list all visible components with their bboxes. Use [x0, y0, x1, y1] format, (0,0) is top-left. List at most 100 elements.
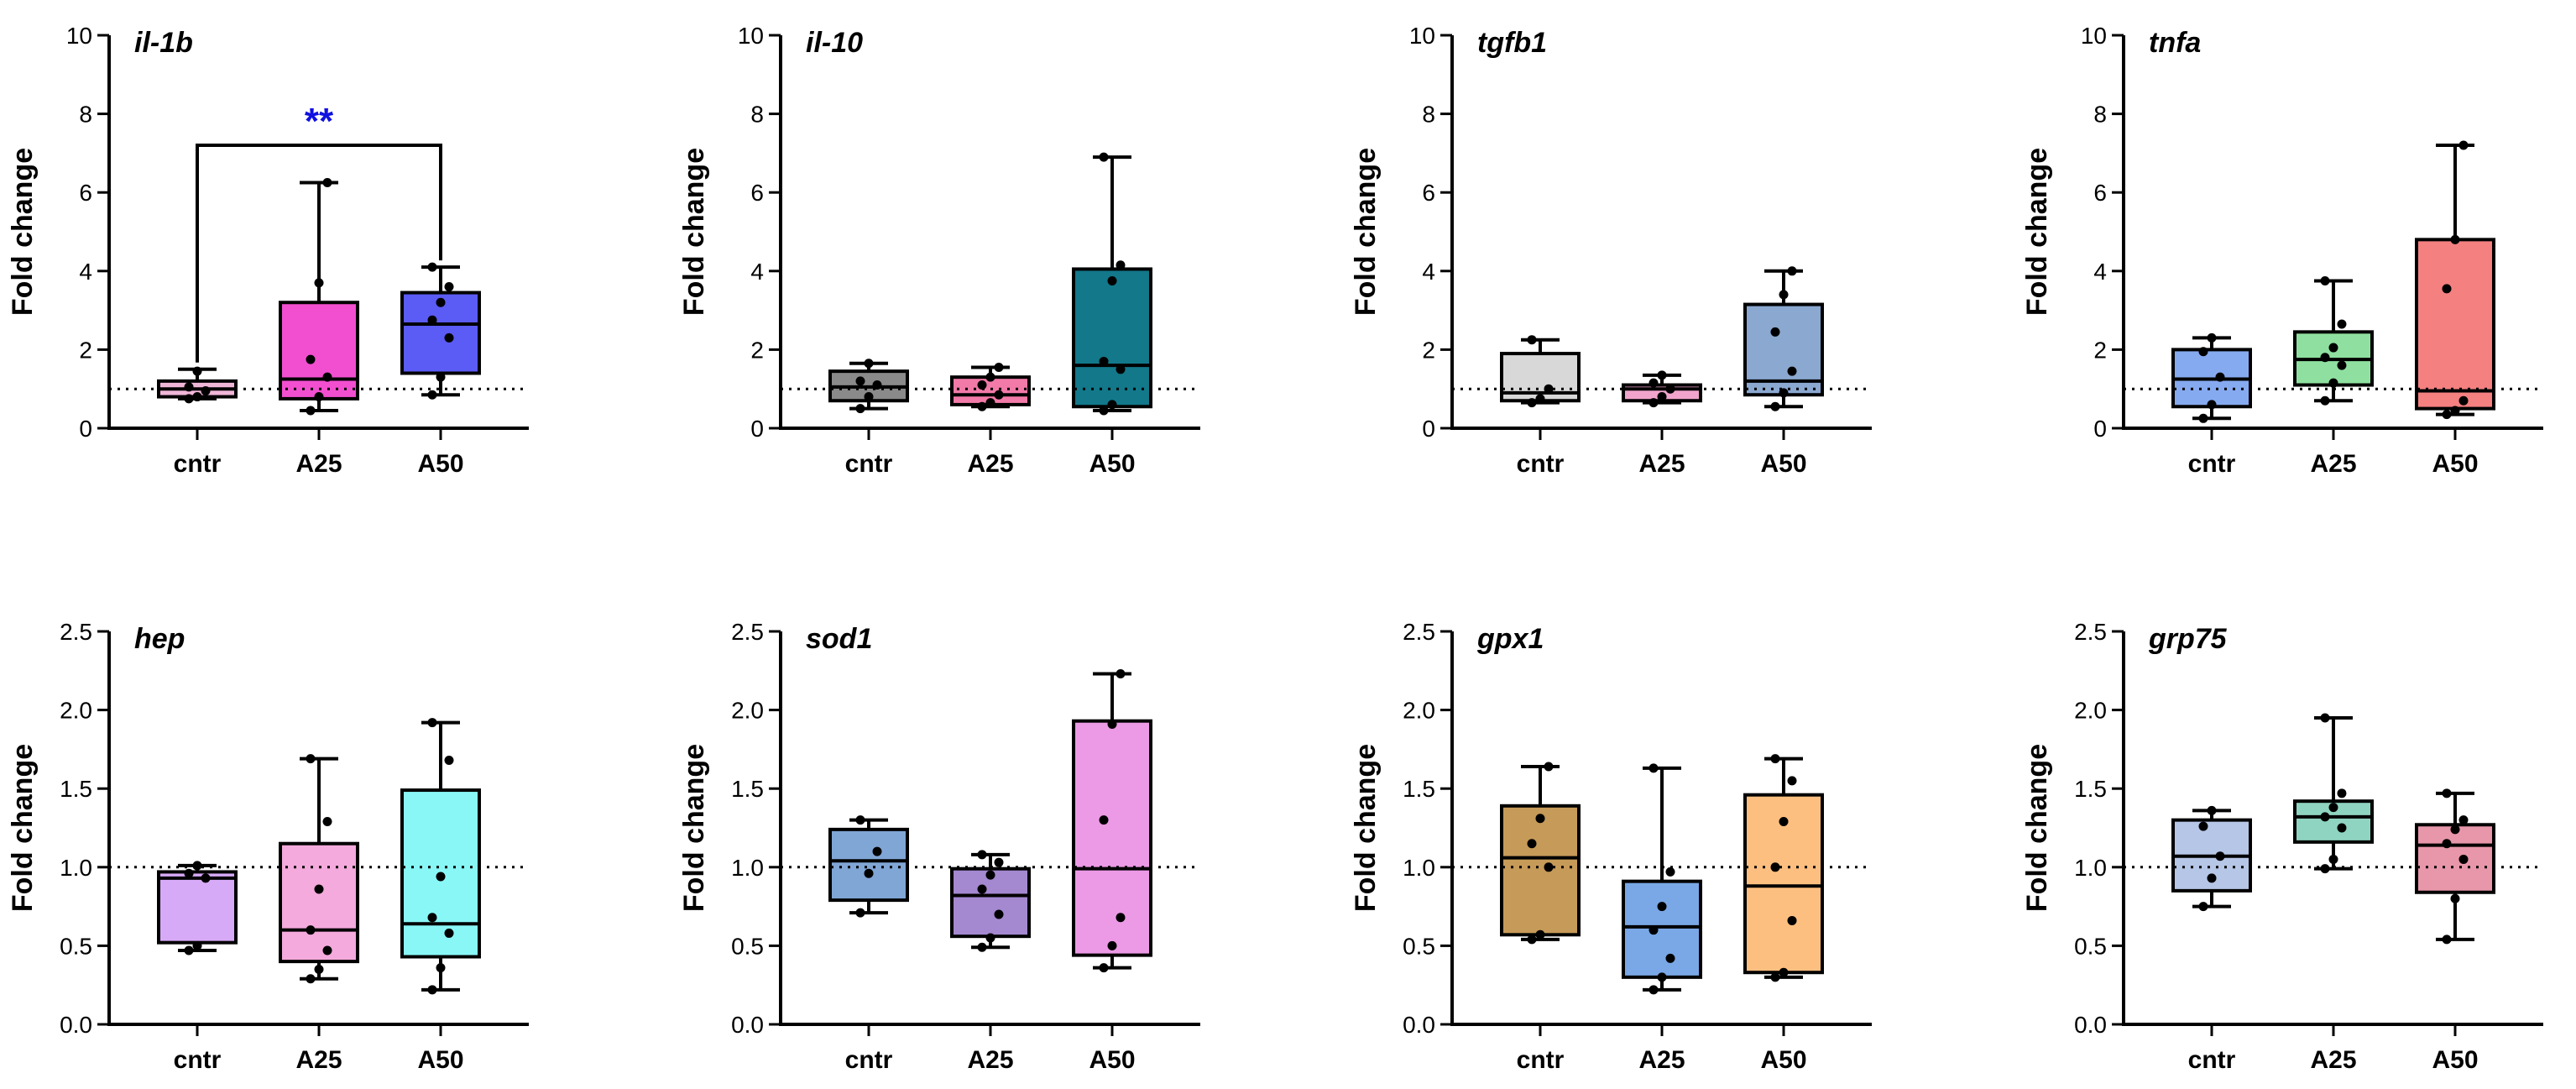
data-point [322, 945, 332, 955]
data-point [1657, 370, 1667, 380]
data-point [1527, 398, 1537, 408]
x-tick-label: A25 [2310, 1046, 2356, 1074]
y-tick-label: 8 [750, 102, 764, 128]
data-point [2442, 839, 2452, 849]
box-iqr [157, 870, 238, 945]
data-point [1665, 953, 1675, 963]
data-point [872, 380, 882, 390]
y-tick-label: 2.5 [731, 619, 764, 645]
data-point [2207, 332, 2217, 343]
data-point [2207, 805, 2217, 815]
box-iqr [1622, 879, 1702, 979]
box-A50 [1743, 754, 1824, 982]
y-tick-label: 1.5 [1403, 776, 1435, 802]
y-tick-label: 1.0 [2074, 855, 2107, 881]
data-point [1787, 366, 1797, 376]
data-point [1099, 815, 1109, 825]
box-iqr [2415, 823, 2495, 894]
x-tick-label: cntr [1517, 450, 1565, 478]
data-point [1770, 754, 1780, 764]
data-point [1787, 776, 1797, 786]
data-point [994, 909, 1004, 919]
chart-panel-tnfa: tnfa Fold change 0 2 4 6 8 10 cntr A25 A50 [2021, 23, 2543, 478]
box-A50 [1072, 669, 1152, 973]
x-tick-label: A50 [2432, 1046, 2478, 1074]
x-tick-label: A25 [1638, 450, 1685, 478]
data-point [855, 376, 865, 386]
x-tick-label: cntr [845, 1046, 893, 1074]
data-point [1535, 394, 1545, 404]
data-point [1107, 276, 1117, 285]
y-tick-label: 4 [750, 259, 764, 285]
y-axis-label: Fold change [1350, 744, 1382, 912]
data-point [306, 406, 316, 416]
y-tick-label: 2 [79, 337, 92, 363]
y-tick-label: 2.5 [60, 619, 92, 645]
data-point [436, 963, 446, 973]
data-point [427, 262, 437, 272]
box-iqr [828, 827, 909, 903]
data-point [872, 846, 882, 856]
data-point [1107, 940, 1117, 950]
data-point [1116, 669, 1126, 679]
data-point [2450, 406, 2460, 416]
x-tick-label: A25 [2310, 450, 2356, 478]
data-point [322, 178, 332, 187]
y-tick-label: 0 [1422, 416, 1435, 442]
data-point [985, 933, 995, 943]
data-point [2458, 140, 2469, 150]
box-iqr [950, 866, 1031, 939]
x-tick-label: A50 [1760, 450, 1806, 478]
y-tick-label: 4 [79, 259, 92, 285]
data-point [322, 372, 332, 382]
y-tick-label: 1.5 [60, 776, 92, 802]
data-point [985, 870, 995, 880]
box-iqr [2415, 238, 2495, 411]
data-point [1665, 866, 1675, 877]
data-point [2320, 812, 2330, 822]
x-tick-label: cntr [1517, 1046, 1565, 1074]
data-point [2320, 353, 2330, 363]
chart-title: grp75 [2148, 623, 2228, 655]
data-point [1099, 963, 1109, 973]
data-point [1544, 384, 1554, 394]
data-point [184, 394, 194, 404]
data-point [1544, 862, 1554, 872]
data-point [977, 401, 987, 411]
x-tick-label: A50 [1089, 1046, 1135, 1074]
data-point [306, 754, 316, 764]
data-point [1657, 972, 1667, 982]
y-tick-label: 0.5 [731, 933, 764, 959]
data-point [2458, 395, 2469, 406]
data-point [2337, 788, 2347, 798]
box-cntr [2171, 805, 2252, 912]
y-tick-label: 0 [79, 416, 92, 442]
x-tick-label: cntr [174, 1046, 222, 1074]
data-point [2458, 815, 2469, 825]
box-A25 [2293, 713, 2374, 874]
y-tick-label: 0.5 [2074, 933, 2107, 959]
x-tick-label: A50 [1089, 450, 1135, 478]
y-axis-label: Fold change [2021, 744, 2053, 912]
data-point [2320, 276, 2330, 285]
data-point [977, 884, 987, 894]
data-point [864, 359, 874, 369]
chart-panel-tgfb1: tgfb1 Fold change 0 2 4 6 8 10 cntr A25 A50 [1350, 23, 1872, 478]
data-point [427, 985, 437, 995]
y-tick-label: 1.5 [731, 776, 764, 802]
box-A25 [950, 362, 1031, 411]
data-point [427, 315, 437, 325]
data-point [1107, 719, 1117, 729]
data-point [184, 868, 194, 878]
chart-panel-grp75: grp75 Fold change 0.0 0.5 1.0 1.5 2.0 2.5 cntr A2… [2021, 619, 2543, 1074]
data-point [1099, 406, 1109, 416]
y-tick-label: 6 [79, 180, 92, 206]
y-tick-label: 1.0 [1403, 855, 1435, 881]
data-point [2442, 284, 2452, 294]
y-axis-label: Fold change [2021, 148, 2053, 316]
box-A50 [2415, 140, 2495, 420]
data-point [2450, 234, 2460, 244]
data-point [314, 278, 324, 288]
box-A25 [950, 850, 1031, 952]
box-A50 [400, 718, 481, 995]
